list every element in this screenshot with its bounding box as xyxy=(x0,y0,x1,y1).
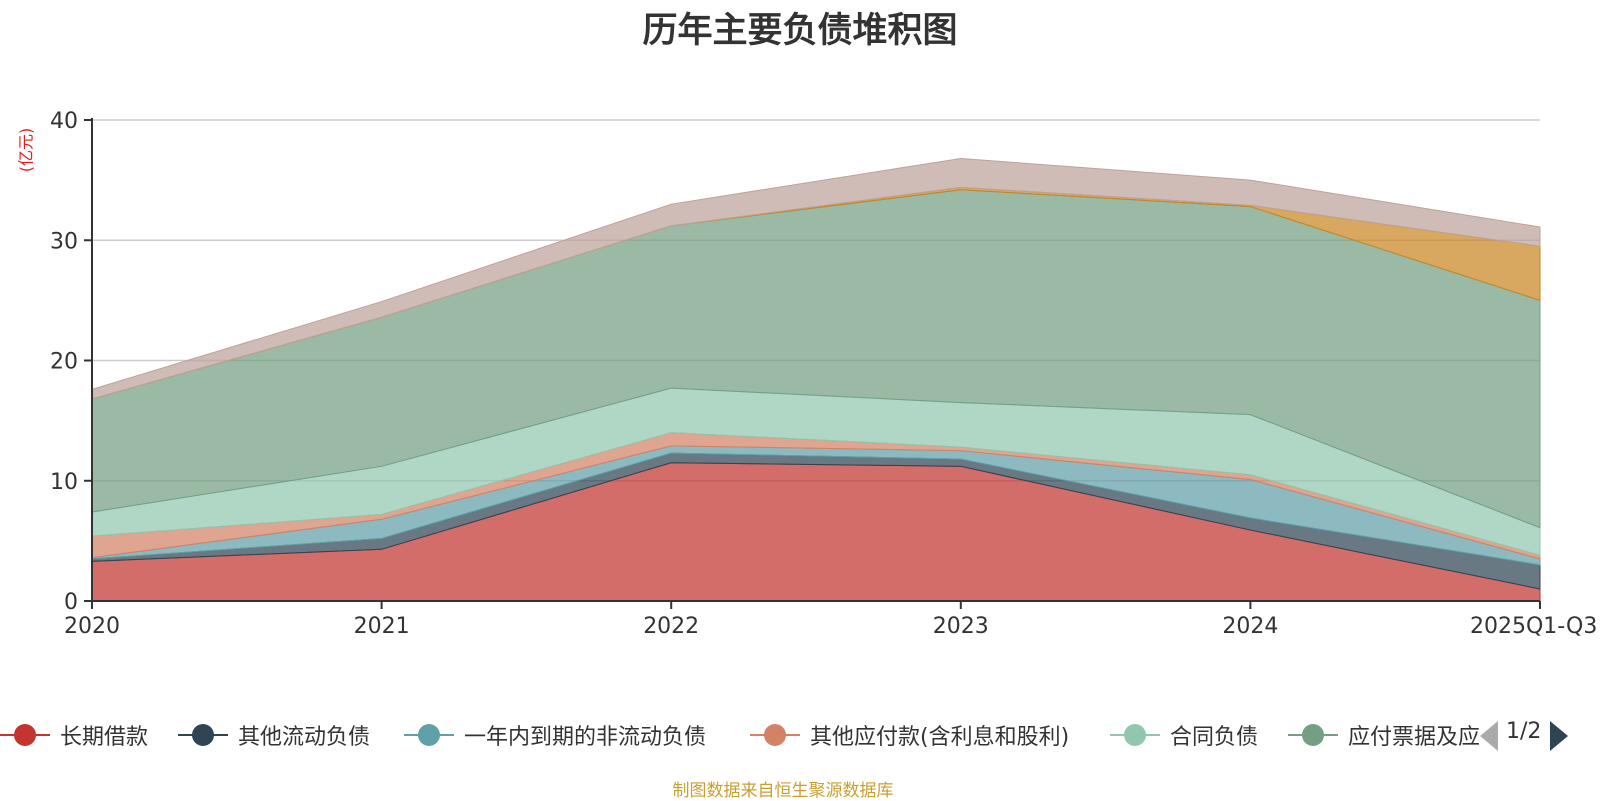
legend-label: 长期借款 xyxy=(60,725,149,750)
area-series-8[interactable] xyxy=(91,157,1541,400)
x-tick-label: 2024 xyxy=(1222,614,1278,639)
legend-label: 合同负债 xyxy=(1170,725,1259,750)
legend: 长期借款 其他流动负债 一年内到期的非流动负债 其他应付款(含利息和股利) 合同负债 应付… xyxy=(0,715,1480,755)
legend-label: 其他应付款(含利息和股利) xyxy=(810,725,1070,750)
legend-marker-icon xyxy=(418,724,440,746)
y-tick-label: 40 xyxy=(50,109,78,134)
stacked-area-chart: 0 10 20 30 40 2020 2021 2022 2023 2024 2025Q1-Q3 xyxy=(50,109,1597,639)
legend-label: 应付票据及应 xyxy=(1348,725,1480,750)
y-tick-label: 20 xyxy=(50,350,78,375)
legend-marker-icon xyxy=(1302,724,1324,746)
legend-prev-page-button[interactable] xyxy=(1480,721,1498,751)
legend-marker-icon xyxy=(14,724,36,746)
x-tick-label: 2022 xyxy=(643,614,699,639)
legend-label: 其他流动负债 xyxy=(238,725,371,750)
x-tick-label: 2021 xyxy=(354,614,410,639)
y-tick-label: 30 xyxy=(50,229,78,254)
legend-page-indicator: 1/2 xyxy=(1506,719,1542,744)
legend-marker-icon xyxy=(764,724,786,746)
x-tick-label: 2025Q1-Q3 xyxy=(1470,614,1597,639)
data-source-note: 制图数据来自恒生聚源数据库 xyxy=(672,781,894,801)
chart-title: 历年主要负债堆积图 xyxy=(642,11,958,51)
legend-next-page-button[interactable] xyxy=(1550,721,1568,751)
legend-label: 一年内到期的非流动负债 xyxy=(464,725,707,750)
y-tick-label: 0 xyxy=(64,590,78,615)
legend-marker-icon xyxy=(1124,724,1146,746)
legend-pager: 1/2 xyxy=(1480,717,1600,753)
legend-marker-icon xyxy=(192,724,214,746)
x-tick-label: 2023 xyxy=(933,614,989,639)
axes: 0 10 20 30 40 2020 2021 2022 2023 2024 2025Q1-Q3 xyxy=(50,109,1597,639)
x-tick-label: 2020 xyxy=(64,614,120,639)
y-tick-label: 10 xyxy=(50,470,78,495)
area-series xyxy=(91,157,1541,602)
